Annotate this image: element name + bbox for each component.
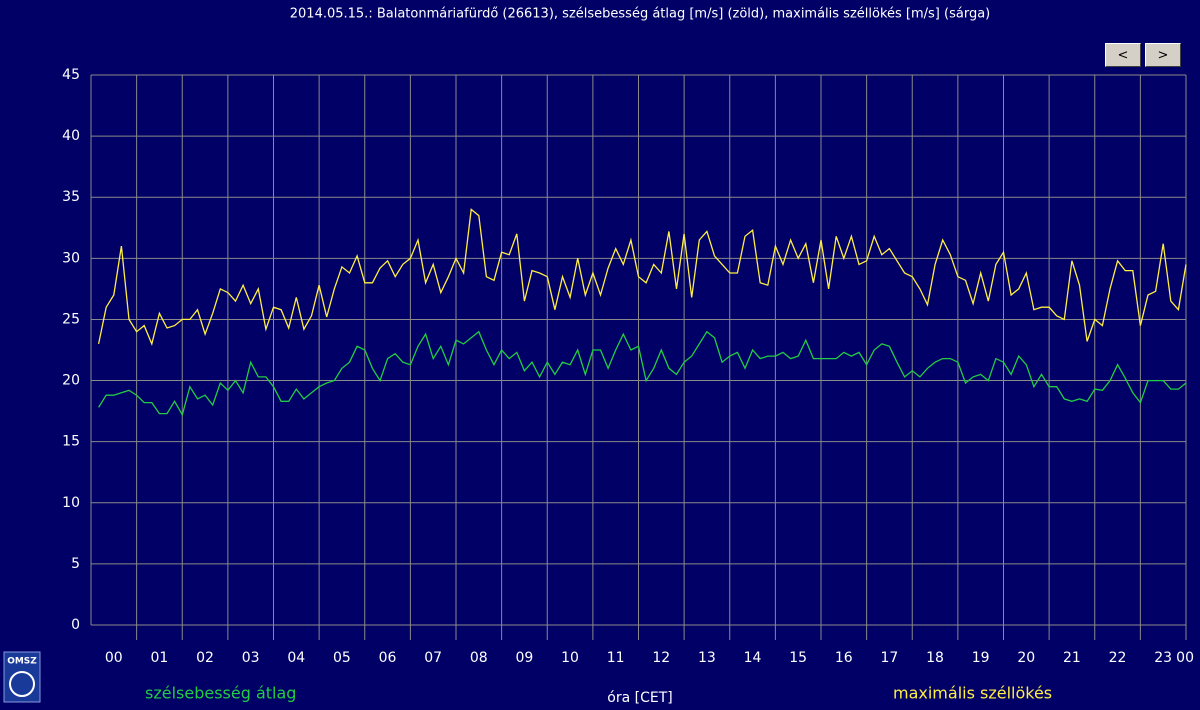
y-tick-label: 0 [71, 617, 80, 633]
y-tick-label: 40 [62, 128, 80, 144]
x-tick-label: 05 [333, 650, 351, 666]
x-tick-label: 07 [424, 650, 442, 666]
x-tick-label: 15 [789, 650, 807, 666]
x-tick-label: 17 [881, 650, 899, 666]
x-tick-label: 23 [1154, 650, 1172, 666]
x-tick-label: 04 [287, 650, 305, 666]
x-tick-label: 11 [607, 650, 625, 666]
x-tick-label: 12 [652, 650, 670, 666]
x-tick-label: 00 [105, 650, 123, 666]
next-button[interactable]: > [1145, 43, 1181, 67]
x-tick-label: 06 [379, 650, 397, 666]
logo-icon [9, 671, 35, 697]
x-tick-label: 13 [698, 650, 716, 666]
data-line [97, 208, 1187, 346]
y-tick-label: 15 [62, 434, 80, 450]
x-tick-label: 01 [151, 650, 169, 666]
x-tick-label: 14 [744, 650, 762, 666]
y-tick-label: 10 [62, 495, 80, 511]
x-tick-label: 21 [1063, 650, 1081, 666]
logo-text: OMSZ [7, 657, 37, 667]
x-tick-label: 08 [470, 650, 488, 666]
x-tick-label: 00 [1176, 650, 1194, 666]
y-tick-label: 30 [62, 250, 80, 266]
x-tick-label: 19 [972, 650, 990, 666]
prev-button[interactable]: < [1105, 43, 1141, 67]
y-tick-label: 45 [62, 67, 80, 83]
x-tick-label: 10 [561, 650, 579, 666]
logo-box [3, 651, 41, 703]
y-tick-label: 35 [62, 189, 80, 205]
legend-entry: szélsebesség átlag [145, 684, 296, 703]
x-tick-label: 02 [196, 650, 214, 666]
y-tick-label: 5 [71, 556, 80, 572]
y-tick-label: 25 [62, 311, 80, 327]
x-tick-label: 22 [1109, 650, 1127, 666]
data-line [98, 330, 1187, 417]
x-tick-label: 18 [926, 650, 944, 666]
y-tick-label: 20 [62, 373, 80, 389]
x-tick-label: 20 [1017, 650, 1035, 666]
x-tick-label: 16 [835, 650, 853, 666]
x-tick-label: 03 [242, 650, 260, 666]
x-tick-label: 09 [516, 650, 534, 666]
x-axis-label: óra [CET] [607, 690, 672, 706]
legend-entry: maximális széllökés [893, 684, 1052, 703]
chart-title: 2014.05.15.: Balatonmáriafürdő (26613), … [290, 7, 990, 22]
